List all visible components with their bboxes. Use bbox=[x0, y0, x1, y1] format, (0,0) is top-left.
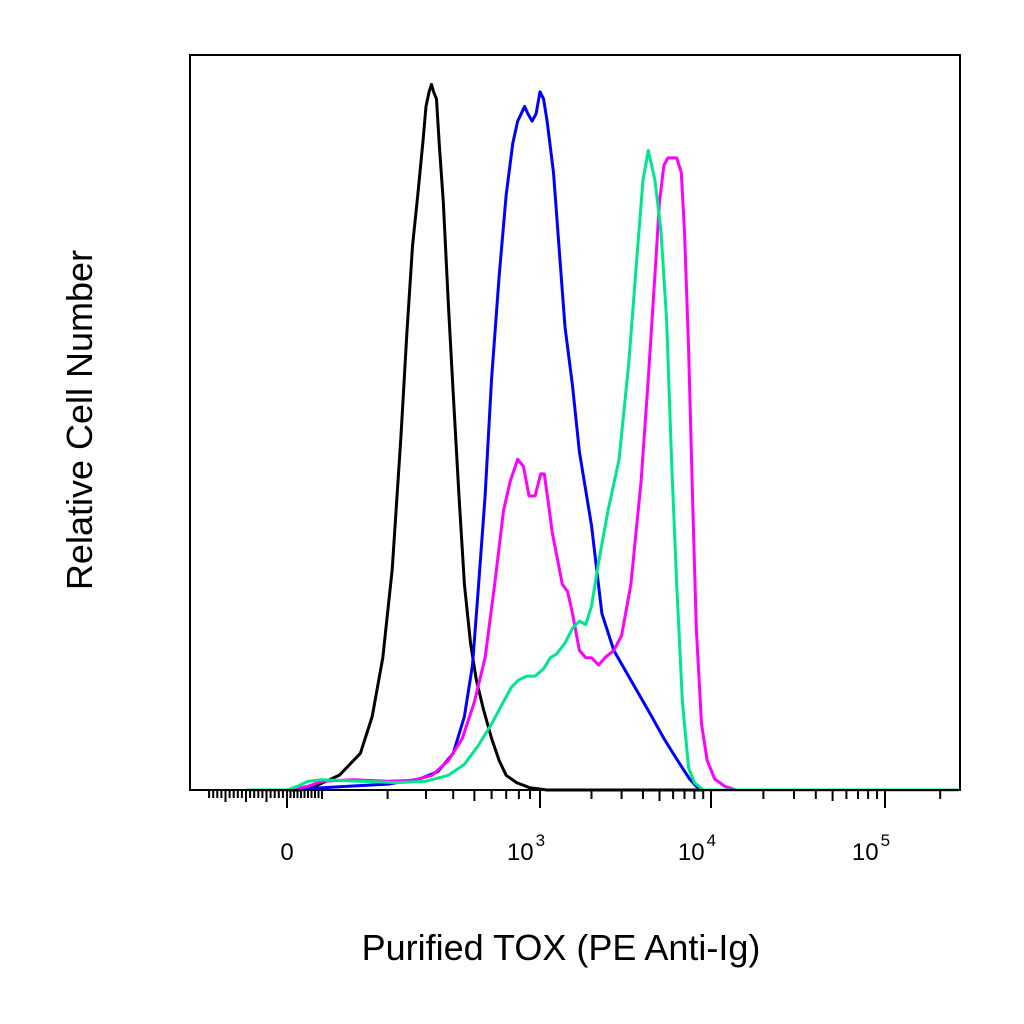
x-tick-label: 0 bbox=[280, 839, 293, 866]
histogram-series-4 bbox=[246, 149, 958, 792]
series-layer bbox=[246, 82, 958, 792]
x-tick-label: 10 4 bbox=[678, 831, 716, 866]
x-axis-tick-labels: 0 10 3 10 4 10 5 bbox=[280, 831, 890, 866]
histogram-series-3 bbox=[246, 156, 958, 792]
plot-frame bbox=[189, 54, 961, 791]
x-tick-label: 10 5 bbox=[852, 831, 890, 866]
histogram-series-2 bbox=[246, 90, 958, 792]
x-tick-label: 10 3 bbox=[507, 831, 545, 866]
x-axis-title: Purified TOX (PE Anti-Ig) bbox=[362, 927, 761, 968]
x-axis-ticks bbox=[208, 790, 942, 808]
histogram-series-1 bbox=[246, 82, 958, 792]
y-axis-title: Relative Cell Number bbox=[59, 250, 100, 590]
